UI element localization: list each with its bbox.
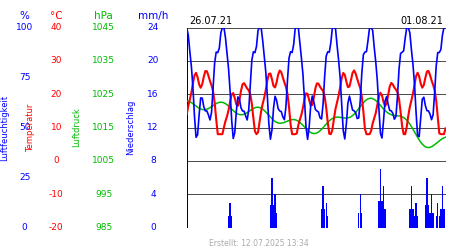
Bar — [324, 209, 325, 228]
Bar — [360, 194, 361, 228]
Bar — [273, 205, 274, 228]
Bar — [412, 209, 414, 228]
Text: 0: 0 — [54, 156, 59, 165]
Text: 985: 985 — [95, 223, 112, 232]
Bar — [429, 212, 431, 228]
Bar — [436, 216, 437, 228]
Bar — [231, 216, 232, 228]
Bar — [361, 212, 363, 228]
Text: 1015: 1015 — [92, 123, 115, 132]
Text: 75: 75 — [19, 73, 31, 82]
Bar — [383, 186, 384, 228]
Bar — [384, 209, 386, 228]
Text: Niederschlag: Niederschlag — [126, 100, 135, 155]
Text: 30: 30 — [50, 56, 62, 65]
Text: 1005: 1005 — [92, 156, 115, 165]
Bar — [274, 194, 276, 228]
Bar — [321, 209, 322, 228]
Text: 12: 12 — [147, 123, 159, 132]
Bar — [425, 205, 426, 228]
Text: hPa: hPa — [94, 11, 113, 21]
Text: °C: °C — [50, 11, 63, 21]
Bar — [230, 202, 231, 228]
Text: mm/h: mm/h — [138, 11, 168, 21]
Bar — [428, 205, 429, 228]
Text: 8: 8 — [150, 156, 156, 165]
Text: 1035: 1035 — [92, 56, 115, 65]
Bar — [439, 216, 440, 228]
Text: Luftdruck: Luftdruck — [72, 108, 81, 147]
Text: -10: -10 — [49, 190, 63, 199]
Text: %: % — [20, 11, 30, 21]
Bar — [432, 212, 434, 228]
Text: 100: 100 — [16, 23, 33, 32]
Bar — [228, 216, 229, 228]
Text: 40: 40 — [50, 23, 62, 32]
Text: Temperatur: Temperatur — [26, 103, 35, 152]
Text: 10: 10 — [50, 123, 62, 132]
Bar — [358, 212, 360, 228]
Bar — [381, 201, 382, 228]
Text: 20: 20 — [147, 56, 159, 65]
Text: 50: 50 — [19, 123, 31, 132]
Text: 26.07.21: 26.07.21 — [189, 16, 232, 26]
Bar — [431, 194, 432, 228]
Bar — [378, 201, 379, 228]
Bar — [380, 169, 381, 228]
Text: 0: 0 — [150, 223, 156, 232]
Text: 25: 25 — [19, 173, 31, 182]
Text: Luftfeuchtigkeit: Luftfeuchtigkeit — [0, 94, 9, 160]
Bar — [414, 216, 415, 228]
Text: 4: 4 — [150, 190, 156, 199]
Bar — [409, 209, 410, 228]
Bar — [440, 209, 441, 228]
Bar — [426, 178, 428, 228]
Bar — [437, 202, 438, 228]
Text: 995: 995 — [95, 190, 112, 199]
Bar — [276, 212, 277, 228]
Bar — [411, 186, 412, 228]
Bar — [271, 178, 273, 228]
Text: 0: 0 — [22, 223, 27, 232]
Bar — [323, 186, 324, 228]
Text: 20: 20 — [50, 90, 62, 99]
Text: 01.08.21: 01.08.21 — [400, 16, 443, 26]
Text: 1045: 1045 — [92, 23, 115, 32]
Text: Erstellt: 12.07.2025 13:34: Erstellt: 12.07.2025 13:34 — [209, 238, 309, 248]
Bar — [270, 205, 271, 228]
Text: 24: 24 — [148, 23, 158, 32]
Bar — [415, 202, 417, 228]
Text: 1025: 1025 — [92, 90, 115, 99]
Bar — [442, 186, 443, 228]
Bar — [325, 202, 327, 228]
Bar — [327, 216, 328, 228]
Bar — [443, 209, 445, 228]
Bar — [417, 216, 418, 228]
Text: 16: 16 — [147, 90, 159, 99]
Text: -20: -20 — [49, 223, 63, 232]
